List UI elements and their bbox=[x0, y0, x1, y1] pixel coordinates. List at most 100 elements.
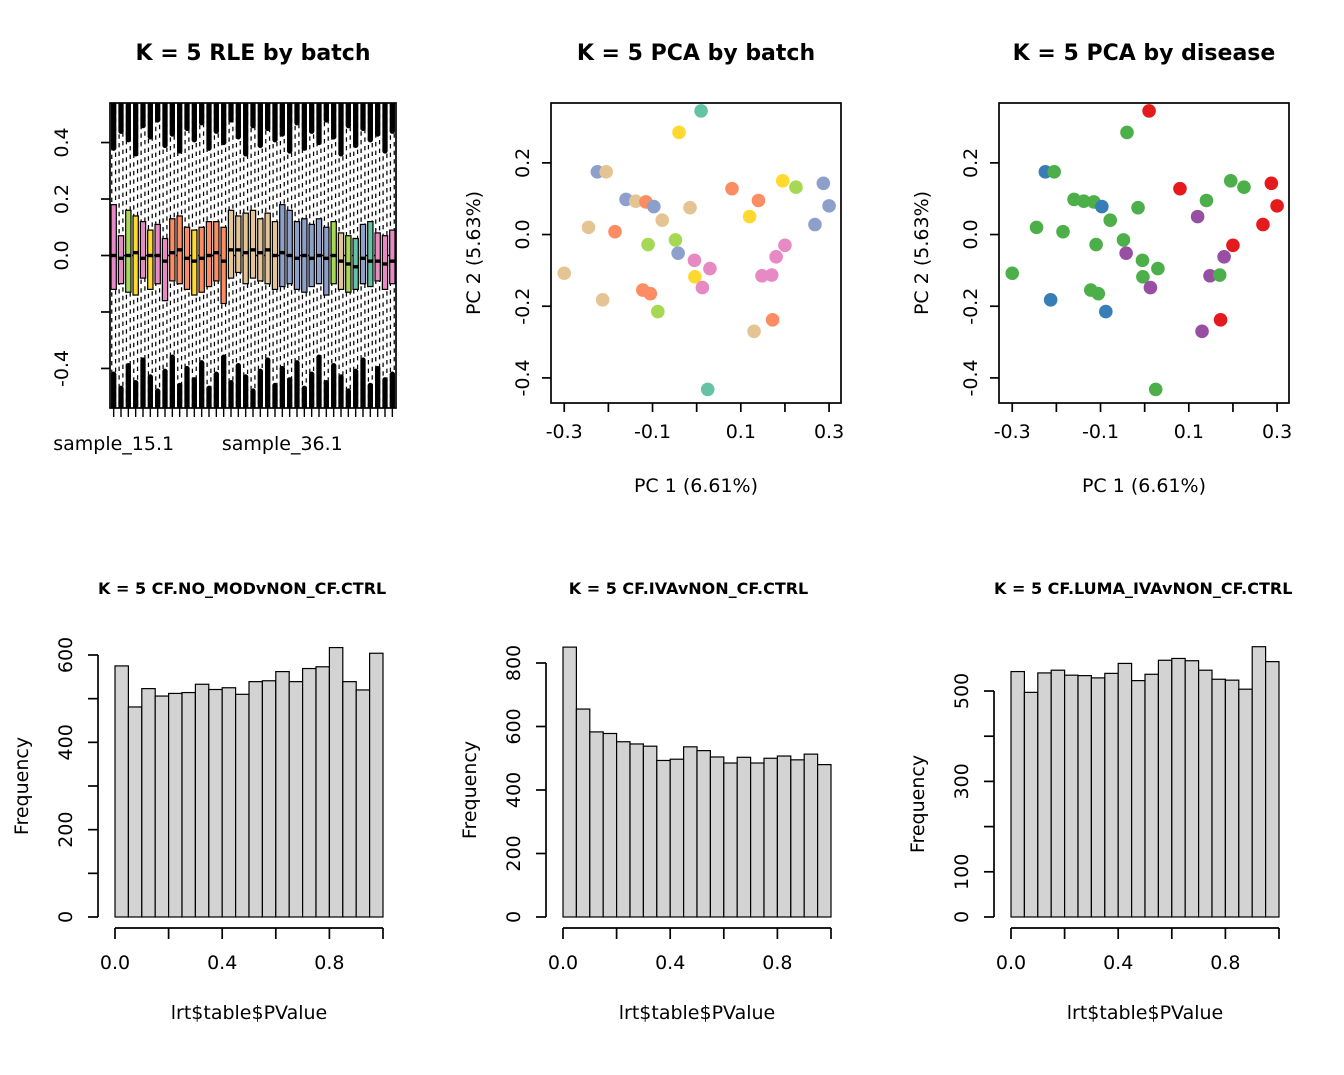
top-outlier-bump bbox=[118, 128, 124, 134]
rle-box bbox=[330, 221, 337, 285]
histogram-bar bbox=[369, 652, 384, 918]
top-outlier-mass bbox=[382, 103, 388, 152]
bottom-outlier-bump bbox=[301, 385, 307, 391]
bottom-outlier-bump bbox=[177, 382, 183, 389]
histogram-bar bbox=[1157, 659, 1173, 918]
scatter-points bbox=[1005, 104, 1284, 397]
data-point bbox=[703, 261, 717, 276]
top-outlier-mass bbox=[169, 103, 175, 135]
y-tick-label: -0.2 bbox=[512, 288, 534, 325]
bottom-outlier-bump bbox=[184, 365, 190, 372]
top-outlier-bump bbox=[287, 148, 293, 154]
rle-box bbox=[352, 237, 359, 290]
data-point bbox=[1120, 125, 1134, 140]
bottom-outlier-bump bbox=[353, 368, 359, 374]
x-tick-label: 0.0 bbox=[548, 952, 578, 974]
data-point bbox=[683, 200, 697, 215]
y-tick-label: 200 bbox=[503, 835, 525, 871]
bottom-outlier-mass bbox=[345, 391, 351, 408]
top-outlier-bump bbox=[345, 122, 351, 129]
bottom-outlier-bump bbox=[360, 357, 366, 363]
y-axis-label: Frequency bbox=[459, 741, 481, 839]
top-outlier-mass bbox=[243, 103, 249, 154]
rle-boxes bbox=[110, 204, 396, 305]
x-axis: -0.3 -0.1 0.1 0.3 bbox=[546, 403, 844, 443]
top-outlier-bump bbox=[301, 145, 307, 151]
bottom-outlier-bump bbox=[309, 371, 315, 377]
bottom-outlier-mass bbox=[272, 385, 278, 408]
x-axis: 0.0 0.4 0.8 bbox=[548, 927, 832, 974]
top-outlier-mass bbox=[323, 103, 329, 120]
data-point bbox=[608, 224, 622, 239]
top-outlier-mass bbox=[331, 103, 337, 137]
bottom-outlier-mass bbox=[235, 365, 241, 408]
y-tick-label: -0.4 bbox=[960, 359, 982, 396]
top-outlier-bump bbox=[272, 137, 278, 143]
bottom-outlier-bump bbox=[111, 371, 117, 377]
data-point bbox=[747, 324, 761, 339]
histogram-bar bbox=[168, 692, 183, 918]
x-tick-label: -0.1 bbox=[634, 421, 671, 443]
bottom-outlier-mass bbox=[316, 357, 322, 408]
y-axis: 0.4 0.2 0.0 -0.4 bbox=[51, 127, 110, 387]
bottom-outlier-bump bbox=[206, 385, 212, 391]
y-tick-label: 0 bbox=[951, 911, 973, 923]
bottom-outlier-mass bbox=[147, 376, 153, 408]
histogram-bar bbox=[750, 762, 765, 918]
histogram-bar bbox=[114, 665, 129, 918]
top-outlier-bump bbox=[338, 151, 344, 157]
data-point bbox=[595, 292, 610, 307]
rle-box bbox=[293, 221, 301, 290]
top-outlier-bump bbox=[375, 131, 381, 137]
x-axis-label: PC 1 (6.61%) bbox=[634, 475, 758, 497]
bottom-outlier-mass bbox=[140, 359, 146, 408]
bottom-outlier-bump bbox=[199, 360, 205, 366]
data-point bbox=[751, 193, 766, 208]
y-tick-label: 100 bbox=[951, 854, 973, 890]
bottom-outlier-mass bbox=[367, 385, 373, 408]
data-point bbox=[1076, 194, 1091, 209]
bottom-outlier-bump bbox=[147, 374, 153, 380]
top-outlier-mass bbox=[345, 103, 351, 126]
data-point bbox=[1116, 233, 1131, 247]
bottom-outlier-bump bbox=[191, 377, 197, 383]
rle-box bbox=[389, 229, 396, 285]
top-outlier-mass bbox=[133, 103, 139, 154]
top-outlier-mass bbox=[375, 103, 381, 135]
y-tick-label: 0.4 bbox=[51, 127, 73, 157]
data-point bbox=[765, 313, 780, 327]
histogram-bar bbox=[1077, 675, 1092, 918]
x-tick-label: 0.3 bbox=[1262, 421, 1292, 443]
y-tick-label: 0.0 bbox=[512, 219, 534, 249]
top-outlier-bump bbox=[228, 117, 234, 123]
y-axis: 0 200 400 600 bbox=[55, 637, 99, 923]
top-outlier-mass bbox=[177, 103, 183, 152]
top-outlier-mass bbox=[353, 103, 359, 146]
panel-pca-by-batch: K = 5 PCA by batch -0.3 -0.1 0.1 0.3 0.2 0.0-… bbox=[448, 0, 896, 537]
histogram-bar bbox=[575, 708, 591, 918]
x-tick-label: 0.4 bbox=[655, 952, 685, 974]
x-axis: -0.3 -0.1 0.1 0.3 bbox=[994, 403, 1292, 443]
histogram-bars bbox=[562, 646, 832, 918]
x-axis-label: lrt$table$PValue bbox=[619, 1002, 775, 1024]
x-tick-label: 0.8 bbox=[762, 952, 792, 974]
data-point bbox=[647, 199, 661, 214]
plot-border bbox=[998, 102, 1290, 404]
top-outlier-mass bbox=[316, 103, 322, 143]
top-outlier-bump bbox=[367, 137, 373, 143]
bottom-outlier-bump bbox=[257, 368, 263, 374]
bottom-outlier-mass bbox=[323, 382, 329, 408]
bottom-outlier-mass bbox=[243, 376, 249, 408]
histogram-bar bbox=[629, 743, 644, 918]
histogram-bar bbox=[776, 755, 792, 918]
top-outlier-bump bbox=[353, 142, 359, 149]
bottom-outlier-mass bbox=[162, 371, 168, 408]
data-point bbox=[755, 268, 769, 283]
y-axis: 0 200 400 600 800 bbox=[503, 645, 547, 923]
data-point bbox=[1135, 253, 1150, 268]
top-outlier-mass bbox=[125, 103, 131, 140]
top-outlier-mass bbox=[367, 103, 373, 140]
bottom-outlier-bump bbox=[155, 388, 161, 394]
bottom-outlier-bump bbox=[316, 354, 322, 360]
top-outlier-mass bbox=[118, 103, 124, 132]
